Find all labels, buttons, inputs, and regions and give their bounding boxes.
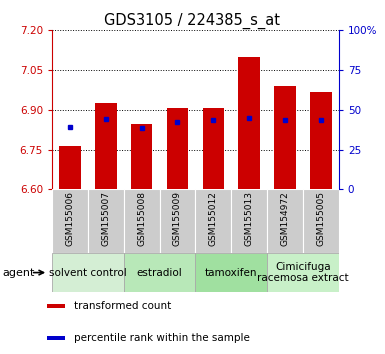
Bar — [159, 189, 196, 253]
Bar — [47, 336, 65, 340]
Text: tamoxifen: tamoxifen — [205, 268, 258, 278]
Bar — [274, 86, 296, 189]
Bar — [124, 253, 195, 292]
Bar — [303, 189, 339, 253]
Text: GSM155006: GSM155006 — [65, 191, 74, 246]
Bar — [203, 108, 224, 189]
Text: Cimicifuga
racemosa extract: Cimicifuga racemosa extract — [257, 262, 349, 284]
Text: GSM155013: GSM155013 — [244, 191, 254, 246]
Text: GSM155009: GSM155009 — [173, 191, 182, 246]
Bar — [167, 108, 188, 189]
Bar — [59, 145, 81, 189]
Text: estradiol: estradiol — [137, 268, 182, 278]
Bar — [88, 189, 124, 253]
Text: GSM155012: GSM155012 — [209, 191, 218, 246]
Bar — [267, 253, 339, 292]
Bar — [238, 57, 260, 189]
Text: agent: agent — [2, 268, 34, 278]
Bar — [95, 103, 117, 189]
Bar — [52, 189, 88, 253]
Text: percentile rank within the sample: percentile rank within the sample — [74, 333, 249, 343]
Bar — [52, 253, 124, 292]
Text: GSM155008: GSM155008 — [137, 191, 146, 246]
Bar — [195, 189, 231, 253]
Text: GSM154972: GSM154972 — [281, 191, 290, 246]
Bar — [124, 189, 159, 253]
Bar — [267, 189, 303, 253]
Bar — [231, 189, 267, 253]
Bar — [195, 253, 267, 292]
Text: GDS3105 / 224385_s_at: GDS3105 / 224385_s_at — [104, 12, 281, 29]
Bar — [47, 304, 65, 308]
Bar — [131, 124, 152, 189]
Text: GSM155005: GSM155005 — [316, 191, 325, 246]
Text: GSM155007: GSM155007 — [101, 191, 110, 246]
Text: transformed count: transformed count — [74, 301, 171, 311]
Text: solvent control: solvent control — [49, 268, 127, 278]
Bar — [310, 92, 331, 189]
